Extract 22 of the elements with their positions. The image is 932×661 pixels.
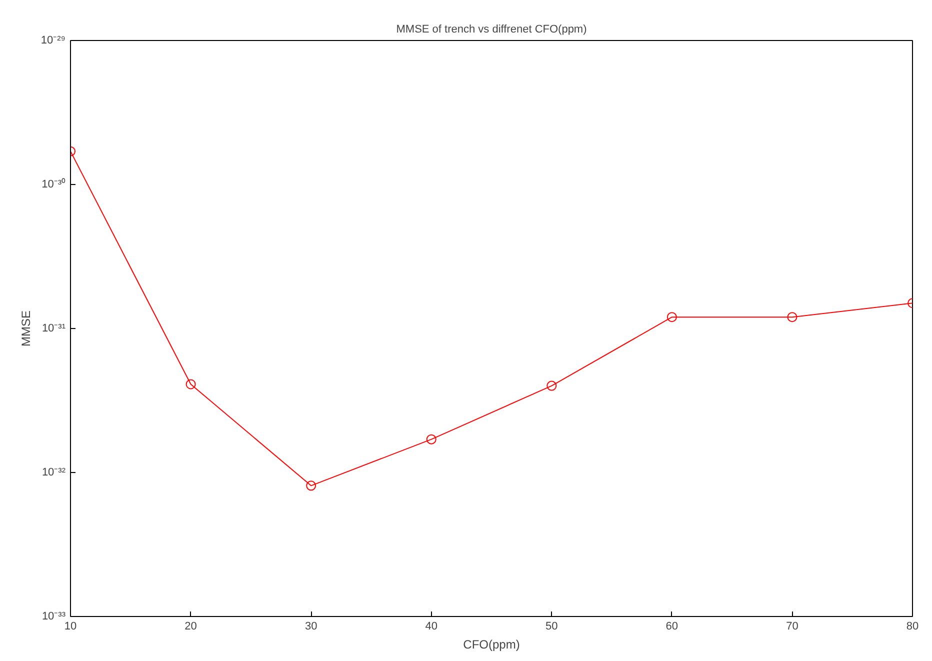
chart-title: MMSE of trench vs diffrenet CFO(ppm) [396,24,587,36]
y-axis-title: MMSE [18,310,33,346]
x-tick-label: 10 [64,620,77,632]
x-tick-label: 40 [425,620,438,632]
point [546,380,557,391]
y-tick-label: 10⁻³¹ [42,322,66,334]
point [306,480,316,491]
x-tick-label: 30 [304,620,318,632]
x-tick-label: 50 [546,620,558,632]
y-tick-label: 10⁻³³ [42,610,66,622]
point [787,312,798,322]
point [186,379,196,390]
x-tick-label: 20 [184,620,197,632]
y-tick-label: 10⁻²⁹ [40,34,66,46]
y-tick-label: 10⁻³² [42,466,66,478]
x-axis-title: CFO(ppm) [463,638,520,652]
x-tick-label: 70 [786,620,798,632]
x-tick-label: 60 [666,620,678,632]
point [426,434,436,444]
point [666,312,677,322]
y-tick-label: 10⁻³⁰ [42,178,66,190]
x-tick-label: 80 [906,620,919,632]
